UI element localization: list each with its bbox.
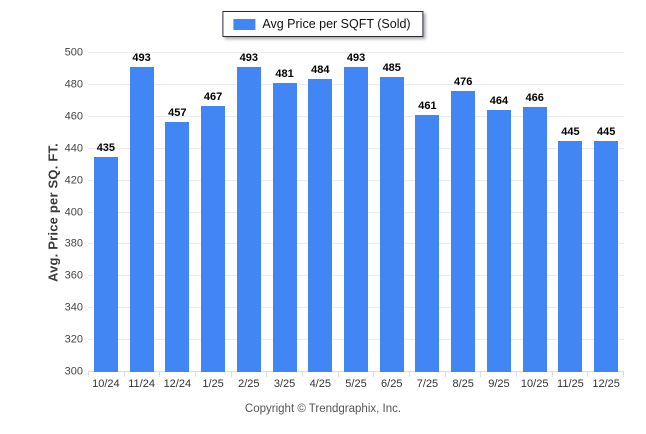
y-axis-tick-label: 340 [64,301,83,314]
bar [165,121,190,372]
bar-group: 493 [231,53,267,372]
bar-value-label: 464 [489,95,509,108]
x-axis-tick-label: 3/25 [273,378,296,390]
x-axis-tick [159,372,195,377]
x-axis-tick-label: 8/25 [452,378,474,390]
x-axis-tick [480,372,516,377]
bar-value-label: 485 [382,61,401,74]
bar-value-label: 445 [596,125,616,138]
bar-group: 457 [159,53,195,372]
bar-value-label: 445 [561,125,580,138]
bar [344,67,368,372]
x-axis-tick-label: 12/25 [592,378,620,390]
y-axis-tick-label: 500 [64,46,83,59]
bar-group: 476 [445,53,481,372]
bar-value-label: 461 [418,100,437,113]
y-axis-tick-label: 400 [64,206,83,218]
bar [272,83,297,372]
bar-group: 461 [410,53,446,372]
x-axis-tick [409,372,445,377]
bar-group: 464 [481,53,517,372]
y-axis-tick-label: 360 [64,269,83,282]
y-axis-tick-label: 320 [64,333,83,346]
bar-group: 435 [88,53,124,372]
bar [129,67,154,372]
plot-area: 435 493 457 467 493 481 484 493 485 461 476 464 466 4… [88,52,624,372]
bar [379,76,404,372]
x-axis-tick-label: 11/24 [128,378,155,390]
x-axis-tick-label: 12/24 [163,378,192,390]
x-axis-tick [266,372,302,377]
bar [451,91,476,372]
x-axis-tick-labels: 10/24 11/24 12/24 1/25 2/25 3/25 4/25 5/25 6/25 7… [88,378,624,390]
bar-value-label: 466 [525,92,544,105]
x-axis-tick [302,372,338,377]
bar-group: 493 [338,53,374,372]
y-axis-tick-label: 380 [64,237,83,250]
x-axis-tick-label: 9/25 [488,378,510,390]
x-axis-tick [230,372,267,377]
bar-value-label: 476 [454,76,473,89]
x-axis-tick-label: 6/25 [381,378,403,390]
x-axis-tick [88,372,124,377]
bar [308,78,333,372]
bar [93,156,118,372]
legend: Avg Price per SQFT (Sold) [222,11,424,37]
bar-group: 445 [588,53,624,372]
x-axis-tick-label: 2/25 [238,378,260,390]
bar-group: 484 [302,53,338,372]
x-axis-tick-label: 5/25 [345,378,367,390]
bar [594,140,619,372]
bar-value-label: 484 [311,63,330,76]
x-axis-tick-label: 11/25 [557,378,584,390]
bar-group: 485 [374,53,410,372]
bar-value-label: 435 [96,141,116,154]
x-axis-tick [516,372,552,377]
x-axis-tick [337,372,374,377]
bar-group: 445 [553,53,589,372]
x-axis-tick-label: 1/25 [202,378,224,390]
x-axis-tick [444,372,481,377]
bar-value-label: 481 [275,68,294,81]
bar [522,107,547,372]
bar-value-label: 493 [132,52,151,64]
bar-value-label: 467 [203,90,223,103]
y-axis-tick-label: 440 [64,142,83,155]
x-axis-tick [551,372,588,377]
y-axis-tick-label: 300 [64,365,83,378]
bar-group: 493 [124,53,160,372]
x-axis-tick [195,372,231,377]
bar-series: 435 493 457 467 493 481 484 493 485 461 476 464 466 4… [88,53,624,372]
bar-group: 466 [517,53,553,372]
legend-label: Avg Price per SQFT (Sold) [262,17,411,31]
y-axis-tick-label: 460 [64,110,83,123]
x-axis-tick-label: 7/25 [416,378,439,390]
x-axis-tick-label: 10/24 [92,378,120,390]
x-axis-tick [123,372,160,377]
x-axis-tick [587,372,623,377]
x-axis-tick-label: 10/25 [520,378,549,390]
bar [558,140,583,372]
bar [201,105,226,372]
bar-value-label: 493 [239,52,258,64]
bar-value-label: 493 [346,52,366,64]
bar [236,67,261,372]
copyright-text: Copyright © Trendgraphix, Inc. [244,403,402,415]
bar [415,115,440,372]
x-axis-tick-label: 4/25 [309,378,331,390]
bar-group: 481 [267,53,303,372]
gridline [88,52,624,53]
x-axis-ticks [88,372,624,377]
bar-group: 467 [195,53,231,372]
y-axis-tick-labels: 300 320 340 360 380 400 420 440 460 480 500 [0,47,83,377]
bar-value-label: 457 [168,106,187,119]
y-axis-tick-label: 480 [64,78,83,91]
bar [486,110,511,372]
legend-swatch-icon [233,18,256,30]
y-axis-tick-label: 420 [64,174,83,187]
x-axis-tick [373,372,409,377]
